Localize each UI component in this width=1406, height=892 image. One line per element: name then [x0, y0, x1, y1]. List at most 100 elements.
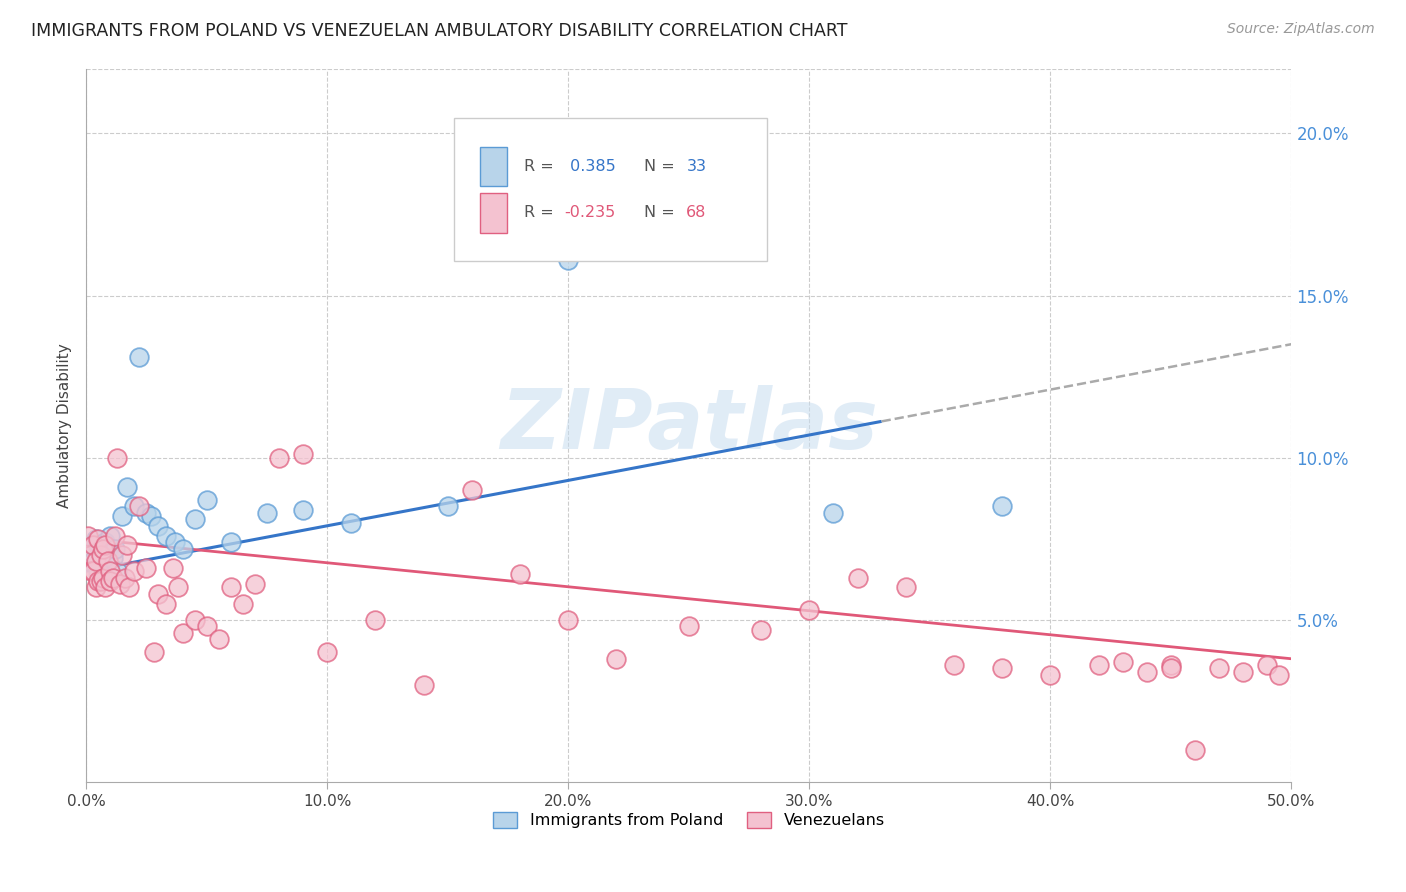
Point — [91, 541, 114, 556]
Point — [115, 480, 138, 494]
Point — [678, 619, 700, 633]
Point — [232, 597, 254, 611]
Point — [292, 502, 315, 516]
Point — [111, 509, 134, 524]
Point — [98, 574, 121, 588]
Point — [749, 623, 772, 637]
Point — [107, 564, 129, 578]
Point — [94, 581, 117, 595]
Point — [1184, 742, 1206, 756]
Point — [82, 554, 104, 568]
Text: N =: N = — [644, 205, 681, 220]
Point — [557, 252, 579, 267]
Point — [148, 587, 170, 601]
Point — [195, 619, 218, 633]
FancyBboxPatch shape — [481, 147, 506, 186]
Point — [77, 528, 100, 542]
Point — [1136, 665, 1159, 679]
Point — [1112, 655, 1135, 669]
Point — [128, 500, 150, 514]
Point — [208, 632, 231, 647]
Point — [340, 516, 363, 530]
Point — [107, 450, 129, 465]
Point — [846, 571, 869, 585]
Point — [1256, 658, 1278, 673]
Point — [101, 551, 124, 566]
Point — [991, 500, 1014, 514]
Point — [108, 577, 131, 591]
Point — [80, 545, 103, 559]
Point — [364, 613, 387, 627]
Point — [267, 450, 290, 465]
Point — [114, 571, 136, 585]
Point — [111, 548, 134, 562]
Point — [80, 548, 103, 562]
Point — [219, 581, 242, 595]
Point — [148, 518, 170, 533]
Point — [243, 577, 266, 591]
Point — [80, 564, 103, 578]
Text: 68: 68 — [686, 205, 707, 220]
Point — [195, 492, 218, 507]
Point — [124, 564, 146, 578]
Point — [101, 571, 124, 585]
Point — [162, 561, 184, 575]
Point — [412, 678, 434, 692]
Point — [292, 447, 315, 461]
Point — [1232, 665, 1254, 679]
Text: 33: 33 — [686, 159, 706, 174]
Point — [436, 500, 458, 514]
Point — [142, 645, 165, 659]
Point — [97, 554, 120, 568]
Text: ZIPatlas: ZIPatlas — [499, 384, 877, 466]
Point — [894, 581, 917, 595]
Text: Source: ZipAtlas.com: Source: ZipAtlas.com — [1227, 22, 1375, 37]
Point — [84, 532, 107, 546]
Text: -0.235: -0.235 — [565, 205, 616, 220]
Point — [166, 581, 188, 595]
Text: R =: R = — [523, 205, 558, 220]
FancyBboxPatch shape — [481, 194, 506, 233]
Point — [155, 528, 177, 542]
Point — [90, 541, 112, 556]
Text: R =: R = — [523, 159, 558, 174]
Point — [1208, 661, 1230, 675]
Point — [557, 613, 579, 627]
Point — [823, 506, 845, 520]
Point — [316, 645, 339, 659]
Point — [124, 500, 146, 514]
Point — [155, 597, 177, 611]
Point — [1160, 658, 1182, 673]
Point — [91, 548, 114, 562]
Point — [1039, 668, 1062, 682]
Text: N =: N = — [644, 159, 681, 174]
Point — [128, 350, 150, 364]
Y-axis label: Ambulatory Disability: Ambulatory Disability — [58, 343, 72, 508]
Point — [87, 532, 110, 546]
Point — [97, 541, 120, 556]
Point — [256, 506, 278, 520]
Point — [84, 581, 107, 595]
Point — [135, 561, 157, 575]
Point — [183, 512, 205, 526]
Point — [605, 652, 627, 666]
Point — [98, 528, 121, 542]
Point — [90, 548, 112, 562]
Point — [104, 528, 127, 542]
Text: 0.385: 0.385 — [565, 159, 616, 174]
Point — [509, 567, 531, 582]
Point — [94, 535, 117, 549]
Point — [90, 574, 112, 588]
Point — [799, 603, 821, 617]
Point — [115, 538, 138, 552]
Point — [87, 574, 110, 588]
FancyBboxPatch shape — [454, 119, 768, 261]
Text: IMMIGRANTS FROM POLAND VS VENEZUELAN AMBULATORY DISABILITY CORRELATION CHART: IMMIGRANTS FROM POLAND VS VENEZUELAN AMB… — [31, 22, 848, 40]
Point — [942, 658, 965, 673]
Point — [461, 483, 484, 497]
Point — [94, 538, 117, 552]
Point — [87, 538, 110, 552]
Point — [219, 535, 242, 549]
Point — [165, 535, 187, 549]
Point — [98, 564, 121, 578]
